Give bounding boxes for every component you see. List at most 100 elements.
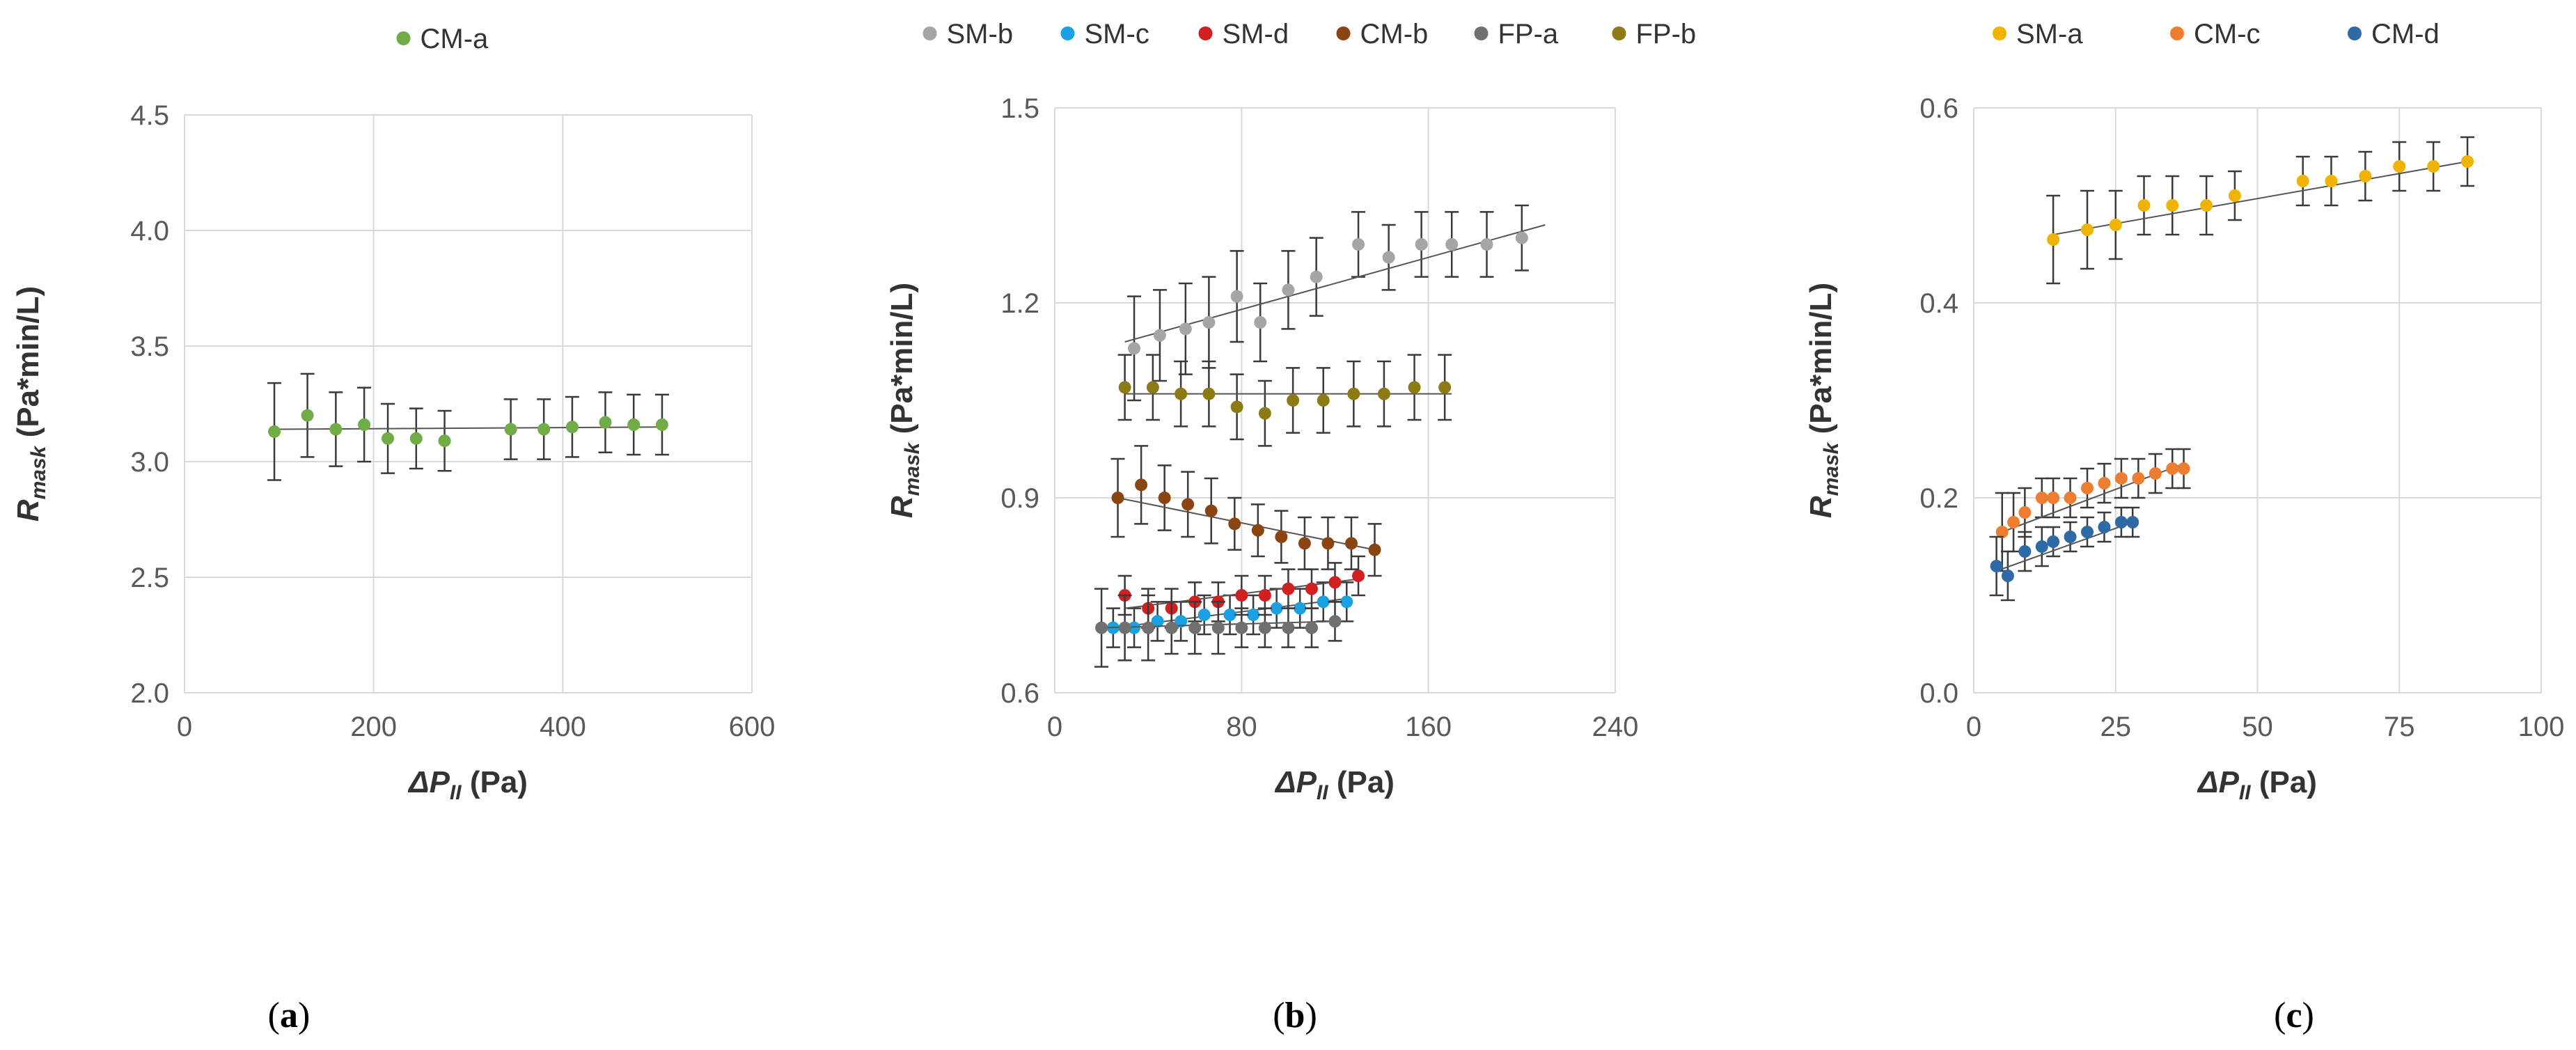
data-point xyxy=(1146,381,1159,394)
legend-label: FP-a xyxy=(1498,19,1559,49)
data-point xyxy=(2325,175,2338,187)
x-tick-label: 0 xyxy=(1966,712,1981,742)
data-point xyxy=(2109,219,2122,231)
data-point xyxy=(504,423,517,436)
data-point xyxy=(1254,316,1267,329)
data-point xyxy=(1223,609,1236,621)
data-point xyxy=(329,423,343,436)
legend-label: CM-a xyxy=(421,24,489,54)
y-axis-label-unit: (Pa*min/L) xyxy=(1804,283,1838,443)
data-point xyxy=(1438,381,1452,394)
data-point xyxy=(1445,238,1459,251)
data-point xyxy=(2018,506,2032,519)
data-point xyxy=(382,432,395,445)
legend-marker xyxy=(2170,26,2184,40)
data-point xyxy=(1282,621,1295,634)
data-point xyxy=(2047,535,2060,548)
data-point xyxy=(1305,621,1318,634)
x-axis-label: ΔPII (Pa) xyxy=(1274,765,1395,804)
y-tick-label: 2.0 xyxy=(130,678,169,709)
x-tick-label: 600 xyxy=(729,712,776,742)
data-point xyxy=(1179,322,1192,336)
data-point xyxy=(1228,517,1241,531)
data-point xyxy=(1153,329,1166,342)
data-point xyxy=(1204,504,1218,517)
legend-label: CM-c xyxy=(2194,19,2261,49)
data-point xyxy=(2081,482,2094,494)
panel-label-letter: a xyxy=(280,996,298,1035)
x-axis-label-symbol: ΔP xyxy=(1274,765,1317,799)
data-point xyxy=(1235,621,1248,634)
data-point xyxy=(1135,478,1148,492)
x-axis-label-symbol: ΔP xyxy=(2197,765,2240,799)
legend-label: SM-c xyxy=(1085,19,1149,49)
data-point xyxy=(2177,462,2190,475)
data-point xyxy=(1368,543,1381,556)
data-point xyxy=(1202,316,1216,329)
panel-c: 0.0 0.2 0.4 0.6 0 25 50 75 100 Rmask (Pa*min/L) ΔP… xyxy=(1804,19,2564,1035)
data-point xyxy=(2296,175,2309,187)
data-point xyxy=(1230,400,1243,414)
y-axis-label: Rmask (Pa*min/L) xyxy=(11,286,50,522)
data-point xyxy=(1352,570,1365,582)
data-point xyxy=(2114,472,2128,485)
panel-label-close: ) xyxy=(298,996,310,1035)
y-axis-label-sub: mask xyxy=(901,441,924,496)
legend-marker xyxy=(1993,26,2006,40)
data-point xyxy=(1258,407,1271,420)
panel-label: (a) xyxy=(268,996,311,1035)
x-axis-label-unit: (Pa) xyxy=(1328,765,1395,799)
x-axis-label-sub: II xyxy=(450,781,462,804)
x-axis-label-symbol: ΔP xyxy=(407,765,450,799)
data-point xyxy=(2001,570,2014,582)
data-point xyxy=(1377,387,1390,400)
y-tick-label: 0.0 xyxy=(1919,678,1958,709)
data-point xyxy=(2228,189,2241,202)
x-axis-label-sub: II xyxy=(1317,781,1328,804)
data-point xyxy=(2132,472,2145,485)
data-point xyxy=(1294,602,1307,615)
legend-marker xyxy=(2348,26,2362,40)
data-point xyxy=(627,418,641,431)
data-point xyxy=(438,434,451,448)
legend-label: CM-b xyxy=(1360,19,1429,49)
y-axis-label-unit: (Pa*min/L) xyxy=(885,283,919,443)
data-point xyxy=(1347,387,1360,400)
data-point xyxy=(1515,231,1528,244)
data-point xyxy=(1118,621,1131,634)
data-point xyxy=(1287,394,1300,407)
data-point xyxy=(599,416,612,429)
data-point xyxy=(1165,621,1178,634)
data-point xyxy=(2149,467,2162,480)
legend-marker xyxy=(1612,26,1626,40)
x-axis-label-unit: (Pa) xyxy=(462,765,528,799)
data-point xyxy=(1128,621,1141,634)
y-tick-label: 0.6 xyxy=(1000,678,1039,709)
data-point xyxy=(2137,199,2151,212)
data-point xyxy=(1382,251,1395,264)
y-tick-label: 3.5 xyxy=(130,331,169,362)
x-tick-label: 80 xyxy=(1226,712,1257,742)
x-axis-label: ΔPII (Pa) xyxy=(407,765,528,804)
x-tick-label: 400 xyxy=(540,712,586,742)
data-point xyxy=(2393,160,2406,173)
trendline xyxy=(1117,497,1375,551)
data-point xyxy=(1235,589,1248,602)
data-point xyxy=(1247,609,1260,621)
legend-label: SM-b xyxy=(947,19,1014,49)
legend-label: FP-b xyxy=(1636,19,1697,49)
y-axis-label-unit: (Pa*min/L) xyxy=(11,286,45,446)
y-axis-label: Rmask (Pa*min/L) xyxy=(885,283,924,518)
data-point xyxy=(1128,342,1141,355)
y-axis-label-symbol: R xyxy=(1804,496,1838,518)
data-point xyxy=(1282,582,1295,595)
data-point xyxy=(2047,233,2060,246)
data-point xyxy=(1211,621,1225,634)
x-tick-label: 50 xyxy=(2242,712,2273,742)
x-axis-label-unit: (Pa) xyxy=(2251,765,2317,799)
data-point xyxy=(1230,290,1243,303)
y-tick-label: 2.5 xyxy=(130,563,169,593)
data-point xyxy=(1340,595,1353,609)
data-point xyxy=(1258,589,1271,602)
data-point xyxy=(1258,621,1271,634)
